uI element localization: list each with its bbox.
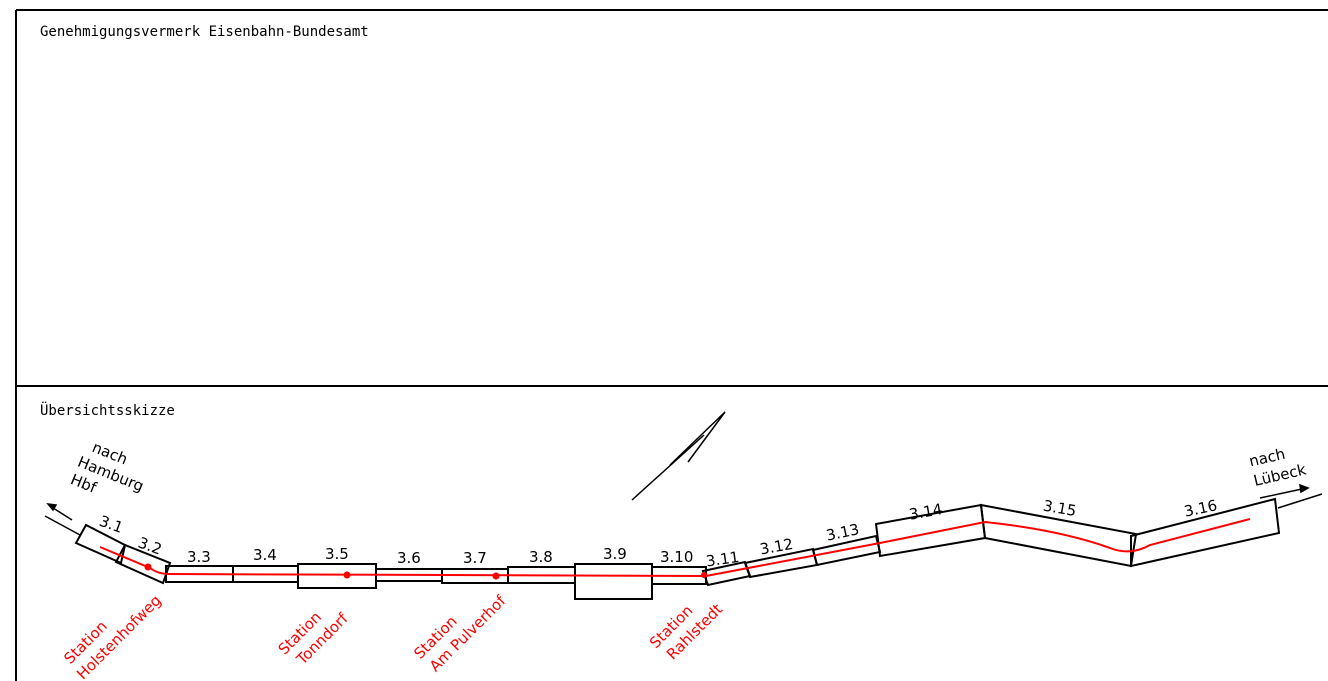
station-label-holstenhofweg: Station Holstenhofweg (60, 591, 164, 681)
station-label-rahlstedt: Station Rahlstedt (646, 600, 726, 663)
north-arrow-icon (631, 411, 726, 501)
direction-arrows (44, 483, 1323, 536)
segment-labels: 3.1 3.2 3.3 3.4 3.5 3.6 3.7 3.8 3.9 3.10… (97, 496, 1219, 570)
segment-label: 3.11 (705, 548, 741, 570)
segment-label: 3.8 (529, 548, 553, 566)
segment-label: 3.10 (660, 548, 693, 566)
drawing-frame (15, 9, 1328, 681)
segment-label: 3.6 (397, 549, 421, 567)
segment-label: 3.7 (463, 549, 487, 567)
segment-label: 3.12 (758, 535, 794, 559)
station-label-tonndorf: Station Tonndorf (275, 608, 353, 669)
segment-label: 3.2 (136, 533, 165, 558)
segment-label: 3.14 (908, 500, 944, 524)
segment-label: 3.15 (1042, 497, 1078, 521)
station-markers (144, 563, 707, 580)
approval-title: Genehmigungsvermerk Eisenbahn-Bundesamt (40, 24, 369, 40)
segment-label: 3.9 (603, 545, 627, 563)
track-line (99, 518, 1251, 578)
segment-label: 3.4 (253, 546, 277, 564)
segment-label: 3.5 (325, 545, 349, 563)
segment-label: 3.16 (1182, 496, 1218, 521)
segment-label: 3.3 (187, 548, 211, 566)
station-label-am-pulverhof: Station Am Pulverhof (410, 591, 510, 675)
east-direction-label: nach Lübeck (1247, 445, 1308, 490)
west-direction-label: nach Hamburg Hbf (68, 438, 146, 497)
sketch-title: Übersichtsskizze (40, 401, 175, 419)
